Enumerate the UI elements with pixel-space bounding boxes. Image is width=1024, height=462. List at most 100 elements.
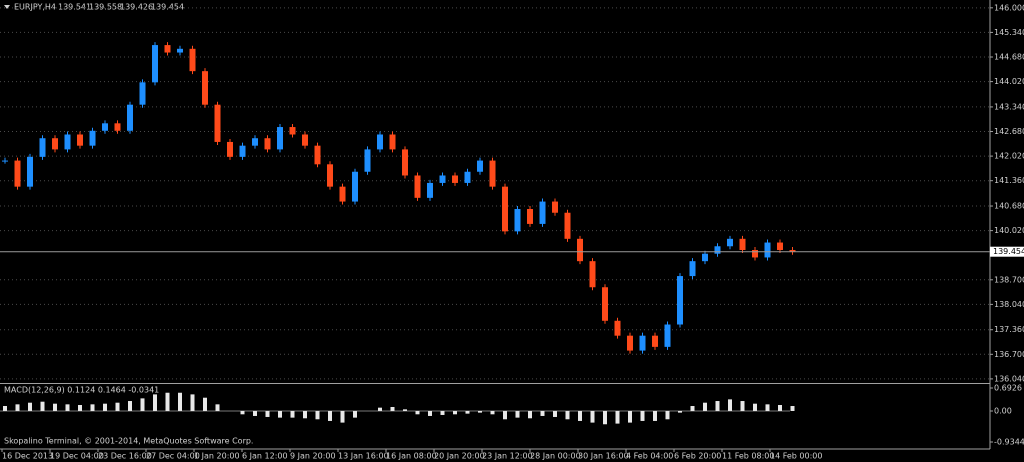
- x-tick-label: 13 Jan 16:00: [338, 452, 389, 461]
- histogram-bar: [90, 404, 95, 411]
- x-tick-label: 23 Jan 12:00: [482, 452, 533, 461]
- y-tick-label: 0.00: [994, 406, 1012, 415]
- candle: [577, 238, 583, 262]
- candle: [364, 149, 371, 172]
- y-tick-label: 142.020: [994, 152, 1024, 161]
- ohlc-value: 139.541: [58, 3, 91, 12]
- histogram-bar: [115, 402, 120, 411]
- last-price-label: 139.454: [993, 247, 1024, 256]
- candle: [377, 134, 383, 150]
- x-tick-label: 30 Jan 16:00: [578, 452, 629, 461]
- y-tick-label: 141.360: [994, 176, 1024, 185]
- candle: [589, 261, 596, 288]
- histogram-bar: [315, 410, 320, 420]
- candle: [639, 335, 646, 351]
- histogram-bar: [765, 404, 770, 411]
- candle: [439, 175, 446, 183]
- candle: [564, 212, 571, 239]
- candle: [627, 335, 633, 351]
- candle: [189, 48, 196, 72]
- histogram-bar: [478, 410, 482, 413]
- histogram-bar: [178, 392, 182, 411]
- histogram-bar: [15, 404, 20, 411]
- candle: [389, 134, 396, 150]
- candle: [114, 123, 121, 131]
- chart-title: EURJPY,H4: [14, 3, 56, 12]
- candle: [777, 242, 783, 250]
- histogram-bar: [740, 401, 745, 411]
- x-tick-label: 16 Jan 08:00: [386, 452, 437, 461]
- y-tick-label: 143.340: [994, 102, 1024, 111]
- histogram-bar: [603, 410, 607, 425]
- candle: [764, 242, 771, 258]
- histogram-bar: [590, 410, 595, 423]
- candle: [664, 324, 671, 347]
- ohlc-value: 139.558: [89, 3, 122, 12]
- ohlc-value: 139.426: [120, 3, 153, 12]
- candle: [102, 123, 108, 131]
- histogram-bar: [553, 410, 557, 417]
- histogram-bar: [215, 404, 220, 411]
- y-tick-label: 140.680: [994, 202, 1024, 211]
- candle: [39, 138, 46, 157]
- candle: [652, 335, 658, 347]
- y-tick-label: 137.360: [994, 325, 1024, 334]
- x-tick-label: 19 Dec 04:00: [50, 452, 104, 461]
- candle: [402, 149, 408, 176]
- menu-arrow[interactable]: [4, 5, 10, 9]
- candle: [727, 238, 733, 247]
- x-tick-label: 28 Jan 00:00: [530, 452, 581, 461]
- candle: [477, 160, 483, 172]
- histogram-bar: [690, 406, 695, 411]
- candle: [264, 138, 271, 150]
- candle: [164, 45, 171, 53]
- histogram-bar: [528, 410, 532, 419]
- candle: [427, 182, 433, 198]
- histogram-bar: [353, 410, 357, 418]
- histogram-bar: [65, 404, 70, 411]
- y-tick-label: -0.9344: [994, 438, 1024, 447]
- histogram-bar: [728, 399, 732, 411]
- histogram-bar: [340, 410, 345, 423]
- histogram-bar: [678, 410, 682, 413]
- histogram-bar: [153, 394, 157, 411]
- histogram-bar: [715, 401, 720, 411]
- candle: [527, 209, 533, 224]
- candle: [127, 104, 133, 131]
- x-tick-label: 6 Jan 12:00: [242, 452, 288, 461]
- histogram-bar: [140, 398, 145, 411]
- candle: [514, 209, 521, 232]
- candle: [464, 171, 471, 183]
- histogram-bar: [490, 410, 495, 415]
- candle: [177, 48, 183, 53]
- last-price-box: [990, 246, 1024, 257]
- histogram-bar: [453, 410, 457, 415]
- histogram-bar: [40, 401, 45, 411]
- candle: [414, 175, 421, 198]
- y-tick-label: 145.340: [994, 28, 1024, 37]
- candle: [64, 134, 71, 150]
- histogram-bar: [440, 410, 445, 415]
- histogram-bar: [428, 410, 432, 416]
- candle: [739, 238, 746, 250]
- candle: [539, 201, 546, 224]
- candle: [789, 249, 796, 252]
- candle: [77, 134, 83, 146]
- y-tick-label: 144.680: [994, 53, 1024, 62]
- candle: [139, 82, 146, 105]
- histogram-bar: [540, 410, 545, 416]
- x-tick-label: 9 Jan 20:00: [290, 452, 336, 461]
- candle: [489, 160, 496, 187]
- histogram-bar: [503, 410, 507, 420]
- candle: [202, 71, 208, 105]
- histogram-bar: [665, 410, 670, 420]
- y-tick-label: 144.020: [994, 77, 1024, 86]
- candle: [277, 127, 283, 150]
- histogram-bar: [190, 394, 195, 411]
- candle: [52, 138, 58, 150]
- candle: [2, 160, 8, 162]
- histogram-bar: [753, 403, 757, 411]
- candle: [677, 276, 683, 325]
- candle: [252, 138, 258, 146]
- y-tick-label: 142.680: [994, 127, 1024, 136]
